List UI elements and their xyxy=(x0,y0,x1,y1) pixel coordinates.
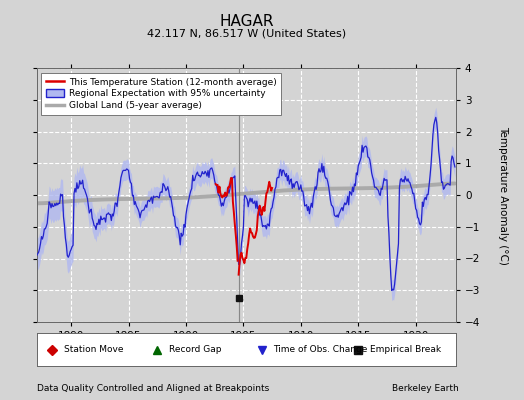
Text: HAGAR: HAGAR xyxy=(219,14,274,29)
Text: 42.117 N, 86.517 W (United States): 42.117 N, 86.517 W (United States) xyxy=(147,28,346,38)
Y-axis label: Temperature Anomaly (°C): Temperature Anomaly (°C) xyxy=(498,126,508,264)
Text: Record Gap: Record Gap xyxy=(169,345,221,354)
Text: Empirical Break: Empirical Break xyxy=(370,345,441,354)
Text: Station Move: Station Move xyxy=(64,345,124,354)
Legend: This Temperature Station (12-month average), Regional Expectation with 95% uncer: This Temperature Station (12-month avera… xyxy=(41,72,281,115)
Text: Time of Obs. Change: Time of Obs. Change xyxy=(274,345,368,354)
Text: Berkeley Earth: Berkeley Earth xyxy=(392,384,458,393)
Text: Data Quality Controlled and Aligned at Breakpoints: Data Quality Controlled and Aligned at B… xyxy=(37,384,269,393)
